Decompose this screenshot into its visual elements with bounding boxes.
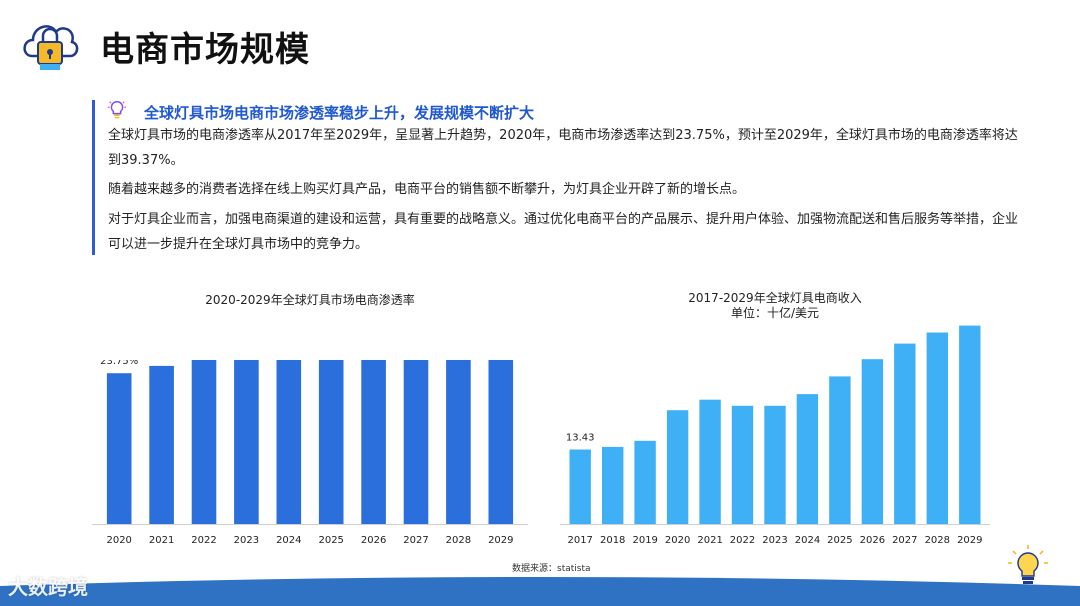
- data-label: 23.75%: [100, 360, 138, 367]
- x-tick-label: 2020: [106, 535, 131, 546]
- x-tick-label: 2023: [234, 535, 259, 546]
- bar-2020: [666, 410, 689, 524]
- x-tick-label: 2025: [318, 535, 343, 546]
- ecommerce-revenue-chart: 2017 13.43 2018 2019 2020 2021 2022 2023 2024 202…: [560, 318, 990, 546]
- accent-bar: [92, 100, 95, 255]
- x-tick-label: 2027: [403, 535, 428, 546]
- bar-2025: [829, 376, 851, 524]
- x-tick-label: 2022: [191, 535, 216, 546]
- data-label: 35.75: [955, 318, 984, 320]
- x-tick-label: 2020: [665, 535, 690, 546]
- x-tick-label: 2026: [361, 535, 386, 546]
- data-label: 13.43: [566, 433, 595, 444]
- chart2-subtitle: 单位：十亿/美元: [730, 306, 820, 320]
- bar-2021: [149, 365, 174, 524]
- cloud-lock-icon: [23, 25, 79, 70]
- x-tick-label: 2017: [567, 535, 592, 546]
- bar-2029: [959, 325, 981, 524]
- bar-2022: [191, 360, 217, 524]
- lightbulb-icon: [107, 101, 127, 119]
- bar-2026: [861, 359, 884, 524]
- bar-2018: [602, 446, 624, 524]
- bar-2027: [403, 360, 429, 524]
- data-source: 数据来源：statista: [512, 564, 591, 574]
- bar-2029: [488, 360, 514, 524]
- page-title: 电商市场规模: [100, 30, 310, 70]
- paragraph-3: 对于灯具企业而言，加强电商渠道的建设和运营，具有重要的战略意义。通过优化电商平台…: [108, 212, 1019, 252]
- highlight-heading: 全球灯具市场电商市场渗透率稳步上升，发展规模不断扩大: [144, 104, 535, 122]
- x-tick-label: 2028: [446, 535, 471, 546]
- lightbulb-deco-icon: [1008, 545, 1048, 584]
- bar-2025: [318, 360, 344, 524]
- x-tick-label: 2019: [632, 535, 657, 546]
- watermark: 大数跨境: [8, 575, 88, 599]
- x-tick-label: 2027: [892, 535, 917, 546]
- bar-2017: [569, 449, 591, 524]
- bar-2023: [764, 405, 786, 524]
- bar-2021: [699, 399, 721, 524]
- chart1-title: 2020-2029年全球灯具市场电商渗透率: [205, 293, 415, 307]
- bar-2024: [796, 394, 819, 524]
- x-tick-label: 2021: [697, 535, 722, 546]
- bar-2026: [361, 360, 386, 524]
- bar-2027: [894, 343, 916, 524]
- x-tick-label: 2025: [827, 535, 852, 546]
- bar-2028: [926, 332, 948, 524]
- x-tick-label: 2029: [957, 535, 982, 546]
- x-tick-label: 2029: [488, 535, 513, 546]
- bar-2024: [276, 360, 302, 524]
- x-tick-label: 2023: [762, 535, 787, 546]
- x-tick-label: 2021: [149, 535, 174, 546]
- x-tick-label: 2024: [276, 535, 301, 546]
- bar-2022: [731, 405, 754, 524]
- x-tick-label: 2028: [925, 535, 950, 546]
- footer-wave: [0, 577, 1080, 606]
- bar-2023: [234, 360, 259, 524]
- paragraph-2: 随着越来越多的消费者选择在线上购买灯具产品，电商平台的销售额不断攀升，为灯具企业…: [108, 182, 746, 197]
- x-tick-label: 2026: [860, 535, 885, 546]
- x-tick-label: 2022: [730, 535, 755, 546]
- paragraph-1: 全球灯具市场的电商渗透率从2017年至2029年，呈显著上升趋势，2020年，电…: [108, 128, 1018, 168]
- bar-2028: [446, 360, 471, 524]
- penetration-rate-chart: 2020 23.75% 2021 2022 2023 2024 2025 2026 2027 20…: [92, 360, 528, 546]
- bar-2019: [634, 440, 656, 525]
- bar-2020: [106, 373, 132, 524]
- x-tick-label: 2018: [600, 535, 625, 546]
- x-tick-label: 2024: [795, 535, 820, 546]
- chart2-title: 2017-2029年全球灯具电商收入: [688, 291, 862, 305]
